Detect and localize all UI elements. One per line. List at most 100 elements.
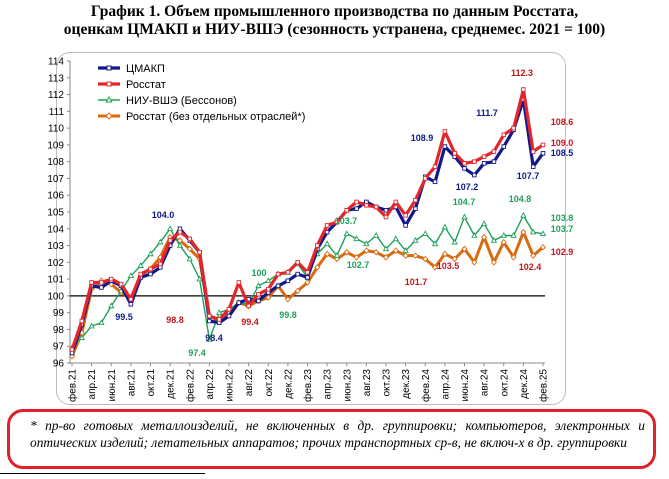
series-0-point — [462, 166, 467, 171]
series-1-point — [158, 261, 163, 267]
y-tick-label: 97 — [53, 342, 65, 353]
series-3-point — [461, 245, 468, 253]
series-0-point — [472, 172, 477, 178]
series-1-point — [128, 296, 134, 302]
series-1-point — [216, 317, 222, 322]
series-1-point — [266, 286, 271, 292]
series-2-point — [88, 322, 95, 329]
series-3-point — [324, 250, 331, 258]
series-2-point — [186, 255, 193, 262]
x-tick-label: дек.22 — [283, 369, 294, 399]
series-0-point — [236, 300, 242, 305]
series-0-point — [413, 206, 418, 211]
series-0-point — [275, 283, 281, 289]
series-0-point — [491, 159, 497, 164]
series-1-point — [501, 132, 507, 138]
y-tick-label: 106 — [47, 191, 64, 202]
series-0-point — [432, 179, 438, 185]
series-2-point — [98, 319, 105, 325]
data-label: 104.8 — [509, 194, 532, 204]
y-tick-label: 110 — [48, 124, 64, 135]
series-3-point — [392, 247, 399, 254]
series-2-point — [157, 238, 164, 245]
legend-marker-1 — [106, 81, 112, 87]
y-tick-label: 109 — [47, 140, 64, 151]
series-0-point — [354, 206, 359, 211]
series-1-point — [403, 213, 408, 218]
series-3-point — [343, 249, 350, 256]
series-3-point — [441, 250, 448, 258]
data-label: 103.8 — [551, 213, 574, 223]
series-2-point — [539, 230, 547, 237]
series-1-point — [305, 270, 310, 275]
legend-marker-3 — [105, 112, 113, 120]
series-3-point — [432, 264, 439, 271]
series-1-point — [138, 271, 143, 277]
data-label: 108.6 — [551, 117, 574, 127]
series-2-point — [196, 275, 203, 282]
series-1-point — [481, 154, 487, 159]
series-1-point — [472, 159, 477, 164]
y-tick-label: 102 — [47, 258, 64, 269]
data-label: 99.5 — [115, 312, 133, 322]
series-1-point — [108, 276, 114, 282]
data-label: 97.4 — [188, 348, 206, 358]
series-1-point — [246, 303, 251, 309]
series-2-point — [530, 228, 537, 235]
series-3-point — [363, 247, 370, 254]
y-tick-label: 103 — [47, 241, 64, 252]
series-3-point — [412, 252, 419, 259]
series-3-point — [500, 238, 507, 246]
series-0-point — [295, 271, 300, 277]
data-label: 102.4 — [519, 262, 542, 272]
series-2-point — [480, 220, 488, 226]
x-tick-label: апр.22 — [205, 369, 216, 400]
series-3-point — [382, 254, 390, 261]
series-0-point — [207, 318, 212, 324]
y-tick-label: 108 — [47, 157, 64, 168]
series-2-point — [323, 240, 331, 247]
series-3-point — [353, 254, 360, 261]
series-1-point — [373, 204, 379, 210]
y-tick-label: 107 — [47, 174, 64, 185]
series-0-point — [128, 302, 134, 307]
legend-label-1: Росстат — [126, 79, 166, 91]
series-2-point — [382, 245, 390, 252]
series-2-point — [373, 231, 380, 238]
y-tick-label: 112 — [48, 90, 64, 101]
x-tick-label: авг.23 — [362, 369, 373, 397]
series-0-point — [305, 275, 310, 280]
series-0-point — [226, 313, 232, 319]
series-1-point — [236, 280, 242, 285]
series-1-point — [423, 176, 428, 181]
x-tick-label: фев.23 — [302, 369, 314, 402]
y-tick-label: 104 — [47, 224, 64, 235]
series-2-point — [206, 335, 213, 342]
series-1-point — [285, 270, 291, 275]
series-1-point — [207, 313, 212, 319]
series-1-point — [69, 347, 75, 352]
series-1-point — [334, 219, 340, 225]
series-2-point — [333, 252, 341, 258]
x-tick-label: дек.23 — [401, 369, 412, 399]
series-3-point — [481, 233, 488, 241]
legend-marker-2 — [105, 95, 113, 103]
series-2-point — [441, 223, 449, 230]
data-label: 108.9 — [411, 133, 434, 143]
series-1-point — [256, 291, 261, 297]
footnote-box: * пр-во готовых металлоизделий, не включ… — [7, 409, 656, 469]
series-0-point — [383, 208, 389, 213]
series-2-point — [265, 277, 272, 284]
series-3-point — [539, 243, 547, 251]
series-3-point — [294, 287, 301, 295]
y-tick-label: 96 — [53, 359, 65, 370]
data-label: 100 — [251, 268, 266, 278]
series-1-point — [197, 250, 202, 255]
data-label: 104.7 — [453, 197, 476, 207]
series-1-point — [383, 214, 389, 220]
series-line-3 — [70, 230, 544, 357]
legend-label-2: НИУ-ВШЭ (Бессонов) — [126, 95, 237, 107]
series-3-point — [490, 259, 497, 266]
series-3-point — [422, 255, 429, 263]
